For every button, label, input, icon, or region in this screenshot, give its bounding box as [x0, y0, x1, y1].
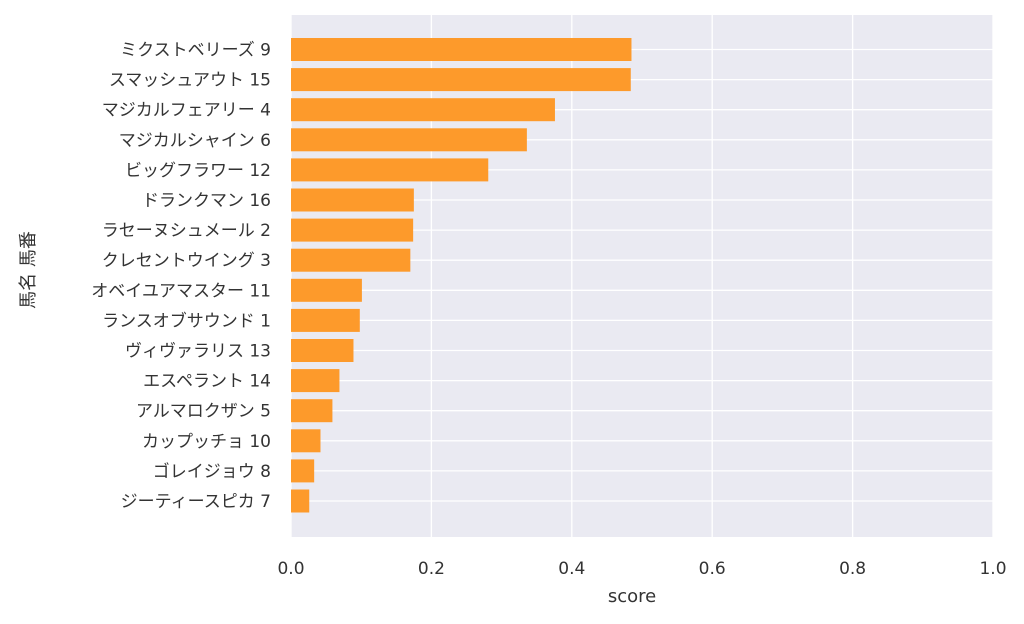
- bars: [291, 38, 632, 513]
- bar: [291, 38, 632, 61]
- bar: [291, 98, 555, 122]
- y-tick-label: アルマロクザン 5: [136, 402, 271, 422]
- bar: [291, 278, 362, 302]
- y-tick-label: スマッシュアウト 15: [109, 71, 271, 91]
- y-tick-label: ジーティースピカ 7: [121, 492, 271, 512]
- y-tick-label: ヴィヴァラリス 13: [125, 342, 271, 362]
- y-axis-label: 馬名 馬番: [18, 231, 39, 309]
- bar: [291, 339, 354, 362]
- y-tick-label: ミクストベリーズ 9: [120, 41, 271, 61]
- bar: [291, 158, 489, 182]
- y-tick-label: クレセントウイング 3: [102, 251, 271, 271]
- bar: [291, 369, 340, 393]
- x-tick-label: 0.4: [558, 559, 585, 579]
- x-tick-label: 0.8: [839, 559, 866, 579]
- x-axis-label: score: [608, 586, 656, 607]
- bar: [291, 218, 414, 242]
- bar: [291, 429, 321, 453]
- y-tick-label: カップッチョ 10: [142, 432, 271, 452]
- bar: [291, 489, 310, 513]
- bar: [291, 128, 527, 152]
- x-tick-label: 0.0: [277, 559, 304, 579]
- bar: [291, 248, 411, 272]
- y-tick-label: ドランクマン 16: [142, 191, 271, 211]
- x-tick-label: 1.0: [979, 559, 1006, 579]
- y-tick-label: マジカルシャイン 6: [119, 131, 271, 151]
- bar: [291, 459, 315, 483]
- x-tick-label: 0.2: [418, 559, 445, 579]
- bar: [291, 68, 631, 92]
- x-tick-label: 0.6: [699, 559, 726, 579]
- y-tick-label: エスペラント 14: [143, 372, 271, 392]
- bar: [291, 188, 414, 212]
- y-tick-label: ゴレイジョウ 8: [153, 461, 271, 482]
- y-tick-label: ラセーヌシュメール 2: [102, 221, 271, 241]
- bar: [291, 308, 360, 332]
- plot-background: [291, 15, 993, 537]
- y-tick-labels: ミクストベリーズ 9 スマッシュアウト 15 マジカルフェアリー 4 マジカルシャイン…: [91, 41, 271, 513]
- y-tick-label: ビッグフラワー 12: [125, 161, 271, 181]
- x-tick-labels: 0.0 0.2 0.4 0.6 0.8 1.0: [277, 559, 1006, 579]
- bar: [291, 399, 333, 423]
- y-tick-label: オベイユアマスター 11: [91, 281, 271, 301]
- y-tick-label: ランスオブサウンド 1: [102, 310, 271, 331]
- y-tick-label: マジカルフェアリー 4: [102, 101, 271, 121]
